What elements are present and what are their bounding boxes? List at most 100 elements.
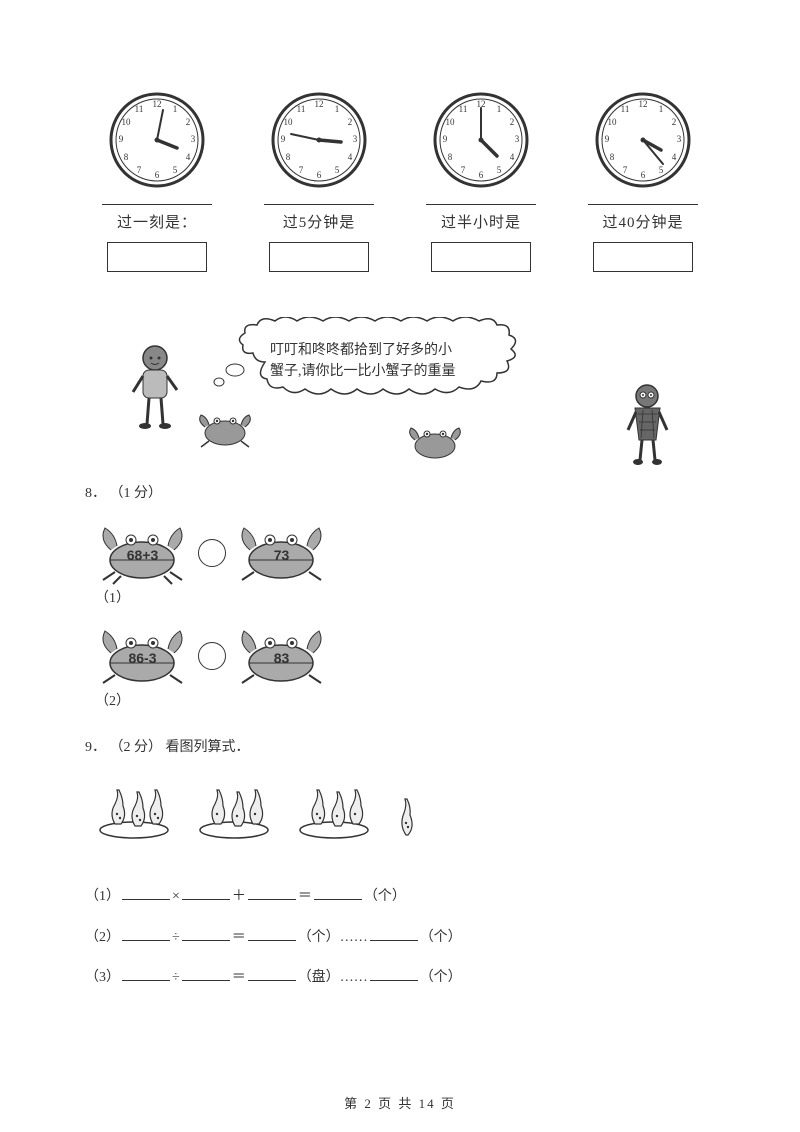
svg-text:5: 5 xyxy=(335,165,340,175)
svg-text:10: 10 xyxy=(608,117,618,127)
q9-header: 9． （2 分） 看图列算式． xyxy=(85,736,715,756)
answer-box-3[interactable] xyxy=(431,242,531,272)
svg-text:9: 9 xyxy=(119,134,124,144)
eq3-eq: ＝ xyxy=(232,958,246,999)
svg-text:1: 1 xyxy=(659,104,664,114)
svg-text:3: 3 xyxy=(353,134,358,144)
eq3-sub: （3） xyxy=(85,958,120,999)
crab-val-2r: 83 xyxy=(274,650,290,666)
blank[interactable] xyxy=(182,886,230,900)
svg-text:3: 3 xyxy=(191,134,196,144)
blank[interactable] xyxy=(182,927,230,941)
svg-text:1: 1 xyxy=(497,104,502,114)
svg-text:2: 2 xyxy=(186,117,191,127)
svg-text:5: 5 xyxy=(659,165,664,175)
eq-row-3: （3） ÷ ＝ （盘） …… （个） xyxy=(85,958,715,999)
eq3-unit1: （盘） xyxy=(298,958,340,999)
eq2-sub: （2） xyxy=(85,918,120,959)
plate-2 xyxy=(195,784,273,839)
eq-row-2: （2） ÷ ＝ （个） …… （个） xyxy=(85,918,715,959)
svg-text:2: 2 xyxy=(672,117,677,127)
pears-row xyxy=(95,784,715,839)
label-line xyxy=(102,204,212,205)
eq1-unit: （个） xyxy=(364,877,406,918)
svg-text:1: 1 xyxy=(335,104,340,114)
crab-compare: 68+3 73 （1） xyxy=(95,520,715,716)
eq2-op1: ÷ xyxy=(172,918,180,959)
compare-circle-2[interactable] xyxy=(198,642,226,670)
blank[interactable] xyxy=(248,967,296,981)
bubble-scene: 叮叮和咚咚都拾到了好多的小 蟹子,请你比一比小蟹子的重量 xyxy=(85,312,715,472)
svg-text:4: 4 xyxy=(672,152,677,162)
plate-3 xyxy=(295,784,373,839)
equation-lines: （1） × ＋ ＝ （个） （2） ÷ ＝ （个） …… （个） （3） ÷ ＝… xyxy=(85,877,715,999)
blank[interactable] xyxy=(122,886,170,900)
eq1-op1: × xyxy=(172,877,180,918)
footer-p: 2 xyxy=(364,1096,373,1111)
svg-text:5: 5 xyxy=(497,165,502,175)
bubble-line-2: 蟹子,请你比一比小蟹子的重量 xyxy=(270,364,456,379)
svg-text:4: 4 xyxy=(510,152,515,162)
clock-label-2: 过5分钟是 xyxy=(283,211,356,232)
svg-text:11: 11 xyxy=(135,104,144,114)
crab-small-mid xyxy=(405,420,465,467)
svg-text:11: 11 xyxy=(297,104,306,114)
svg-text:9: 9 xyxy=(281,134,286,144)
footer-b: 页 共 xyxy=(373,1096,419,1111)
svg-text:8: 8 xyxy=(124,152,129,162)
blank[interactable] xyxy=(122,927,170,941)
clock-2: 1212 345 678 91011 xyxy=(269,90,369,190)
clock-3: 1212 345 678 91011 xyxy=(431,90,531,190)
clock-col-3: 1212 345 678 91011 过半小时是 xyxy=(409,90,553,272)
svg-text:10: 10 xyxy=(446,117,456,127)
svg-text:9: 9 xyxy=(605,134,610,144)
q9-text: 看图列算式． xyxy=(166,740,250,755)
clock-label-4: 过40分钟是 xyxy=(602,211,683,232)
svg-text:7: 7 xyxy=(299,165,304,175)
label-line xyxy=(588,204,698,205)
svg-text:12: 12 xyxy=(153,99,162,109)
blank[interactable] xyxy=(248,886,296,900)
compare-circle-1[interactable] xyxy=(198,539,226,567)
clock-label-1: 过一刻是： xyxy=(117,211,197,232)
svg-text:11: 11 xyxy=(459,104,468,114)
eq2-unit2: （个） xyxy=(420,918,462,959)
svg-text:5: 5 xyxy=(173,165,178,175)
eq3-unit2: （个） xyxy=(420,958,462,999)
blank[interactable] xyxy=(314,886,362,900)
answer-box-4[interactable] xyxy=(593,242,693,272)
q8-num: 8． xyxy=(85,486,106,501)
label-line xyxy=(426,204,536,205)
crab-left-2: 86-3 xyxy=(95,623,190,688)
svg-text:8: 8 xyxy=(448,152,453,162)
footer-a: 第 xyxy=(344,1096,364,1111)
blank[interactable] xyxy=(370,967,418,981)
blank[interactable] xyxy=(182,967,230,981)
footer-t: 14 xyxy=(419,1096,436,1111)
blank[interactable] xyxy=(122,967,170,981)
lone-pear xyxy=(395,797,417,839)
svg-text:7: 7 xyxy=(137,165,142,175)
footer: 第 2 页 共 14 页 xyxy=(0,1093,800,1112)
answer-box-1[interactable] xyxy=(107,242,207,272)
blank[interactable] xyxy=(370,927,418,941)
svg-text:2: 2 xyxy=(510,117,515,127)
kid-right-icon xyxy=(620,382,675,472)
svg-text:4: 4 xyxy=(348,152,353,162)
clocks-row: 1212 345 678 91011 过一刻是： 1212 345 xyxy=(85,90,715,272)
eq1-sub: （1） xyxy=(85,877,120,918)
clock-label-3: 过半小时是 xyxy=(441,211,521,232)
label-line xyxy=(264,204,374,205)
blank[interactable] xyxy=(248,927,296,941)
svg-text:9: 9 xyxy=(443,134,448,144)
bubble-line-1: 叮叮和咚咚都拾到了好多的小 xyxy=(270,343,452,358)
eq2-unit1: （个） xyxy=(298,918,340,959)
clock-4: 1212 345 678 91011 xyxy=(593,90,693,190)
answer-box-2[interactable] xyxy=(269,242,369,272)
crab-val-2l: 86-3 xyxy=(128,650,156,666)
svg-text:7: 7 xyxy=(623,165,628,175)
q8-points: （1 分） xyxy=(110,486,163,501)
clock-1: 1212 345 678 91011 xyxy=(107,90,207,190)
crab-left-1: 68+3 xyxy=(95,520,190,585)
sub-2: （2） xyxy=(95,690,715,716)
